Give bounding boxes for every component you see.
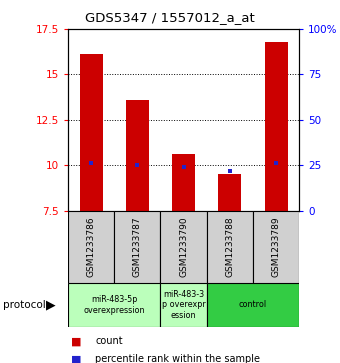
Text: GSM1233789: GSM1233789: [272, 216, 280, 277]
Text: GDS5347 / 1557012_a_at: GDS5347 / 1557012_a_at: [85, 11, 255, 24]
Text: control: control: [239, 301, 267, 309]
Text: ■: ■: [71, 336, 82, 346]
Text: GSM1233787: GSM1233787: [133, 216, 142, 277]
Text: protocol: protocol: [3, 300, 46, 310]
Point: [273, 160, 279, 166]
Bar: [68, 211, 114, 283]
Bar: [218, 174, 241, 211]
Bar: [126, 100, 149, 211]
Text: GSM1233788: GSM1233788: [225, 216, 234, 277]
Bar: [172, 154, 195, 211]
Point: [227, 168, 233, 174]
Text: miR-483-5p
overexpression: miR-483-5p overexpression: [84, 295, 145, 315]
Bar: [114, 211, 160, 283]
Text: miR-483-3
p overexpr
ession: miR-483-3 p overexpr ession: [162, 290, 205, 320]
Text: ■: ■: [71, 354, 82, 363]
Text: ▶: ▶: [46, 298, 56, 311]
Text: percentile rank within the sample: percentile rank within the sample: [95, 354, 260, 363]
Point: [181, 164, 186, 170]
Point: [88, 160, 94, 166]
Bar: [160, 283, 207, 327]
Text: GSM1233786: GSM1233786: [87, 216, 96, 277]
Bar: [265, 42, 288, 211]
Bar: [160, 211, 207, 283]
Bar: [253, 211, 299, 283]
Bar: [207, 211, 253, 283]
Bar: [207, 283, 299, 327]
Text: count: count: [95, 336, 123, 346]
Bar: [68, 283, 160, 327]
Point: [135, 162, 140, 168]
Text: GSM1233790: GSM1233790: [179, 216, 188, 277]
Bar: [80, 54, 103, 211]
